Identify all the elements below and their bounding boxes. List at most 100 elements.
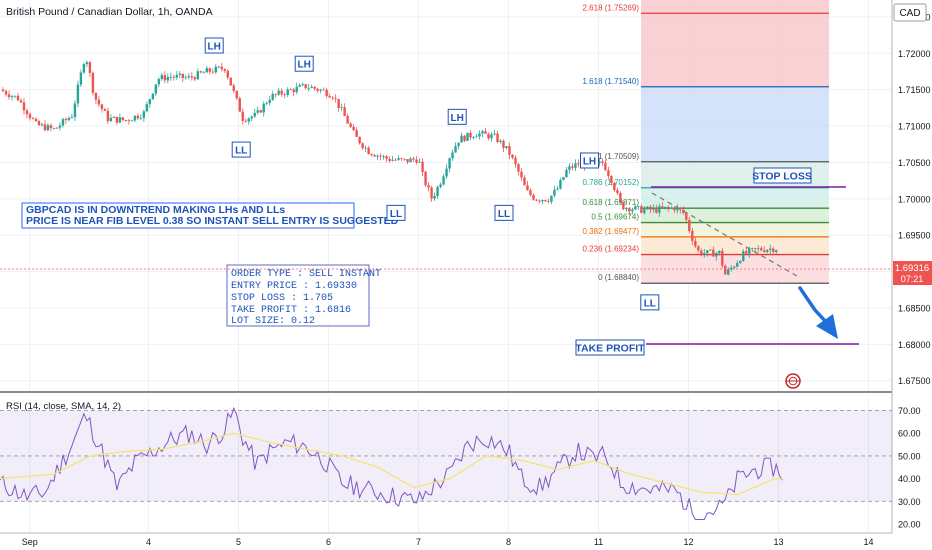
candle-body xyxy=(406,159,409,163)
currency-button[interactable]: CAD xyxy=(893,3,927,22)
stop-loss-label[interactable]: STOP LOSS xyxy=(752,167,812,184)
candle xyxy=(274,93,277,98)
candle xyxy=(46,123,50,132)
candle xyxy=(256,106,259,115)
candle-body xyxy=(766,249,769,252)
candle xyxy=(385,155,388,163)
price-tick-label: 1.67500 xyxy=(898,376,931,386)
candle-body xyxy=(565,169,568,178)
globe-icon[interactable] xyxy=(785,373,801,389)
rsi-tick-label: 60.00 xyxy=(898,429,921,439)
candle xyxy=(739,260,742,265)
swing-label-box xyxy=(447,108,467,125)
candle xyxy=(163,71,167,84)
candle xyxy=(481,129,484,138)
candle-body xyxy=(436,186,439,197)
swing-label-ll[interactable]: LL xyxy=(640,294,660,311)
candle xyxy=(253,108,256,119)
candle-body xyxy=(523,177,526,186)
candle xyxy=(199,70,202,74)
candle-body xyxy=(703,253,706,255)
candle xyxy=(109,114,113,123)
swing-label-box xyxy=(386,204,406,221)
candle-body xyxy=(196,71,200,80)
candle xyxy=(322,87,325,91)
candle-body xyxy=(532,194,535,200)
candle-body xyxy=(667,206,670,208)
time-tick-label: 7 xyxy=(416,537,421,547)
symbol-title: British Pound / Canadian Dollar, 1h, OAN… xyxy=(6,6,213,18)
time-tick-label: 5 xyxy=(236,537,241,547)
candle-body xyxy=(334,98,337,100)
candle xyxy=(631,207,634,215)
candle xyxy=(79,69,83,88)
candle xyxy=(457,142,460,150)
candle xyxy=(10,94,14,101)
swing-label-text: LH xyxy=(583,156,596,167)
take-profit-label[interactable]: TAKE PROFIT xyxy=(575,339,645,356)
swing-label-lh[interactable]: LH xyxy=(447,108,467,125)
candle xyxy=(673,206,676,214)
candle-body xyxy=(679,207,682,210)
candle xyxy=(172,74,176,81)
candle-body xyxy=(55,127,59,129)
candle xyxy=(310,84,313,89)
candle xyxy=(607,166,610,179)
candle-body xyxy=(490,134,493,139)
candle-body xyxy=(220,66,223,70)
candle xyxy=(265,101,268,106)
swing-label-lh[interactable]: LH xyxy=(204,37,224,54)
candle-body xyxy=(337,98,340,108)
candle-body xyxy=(262,103,265,113)
candle-body xyxy=(64,119,68,121)
candle xyxy=(316,87,319,94)
fib-level-label: 2.618 (1.75269) xyxy=(583,3,640,12)
rsi-pane: 70.00 60.00 50.00 40.00 30.00 20.00 xyxy=(0,406,921,530)
candle xyxy=(391,155,394,162)
order-box[interactable]: ORDER TYPE : SELL INSTANT ENTRY PRICE : … xyxy=(226,264,381,327)
price-tick-label: 1.72000 xyxy=(898,49,931,59)
candle xyxy=(343,103,346,117)
candle xyxy=(655,204,658,214)
candle-body xyxy=(148,99,152,105)
candle-body xyxy=(145,104,149,112)
candle xyxy=(319,88,322,94)
candle-body xyxy=(769,248,772,250)
candle xyxy=(769,244,772,255)
candle xyxy=(703,248,706,258)
candle-body xyxy=(103,109,107,111)
trend-note[interactable]: GBPCAD IS IN DOWNTREND MAKING LHs AND LL… xyxy=(21,202,399,229)
candle xyxy=(502,139,505,152)
candle-body xyxy=(61,119,65,126)
swing-label-text: LL xyxy=(644,298,656,309)
candle-body xyxy=(412,158,415,160)
candle xyxy=(535,199,538,202)
swing-label-lh[interactable]: LH xyxy=(294,55,314,72)
swing-label-lh[interactable]: LH xyxy=(580,152,599,169)
candle xyxy=(493,129,496,136)
candle-body xyxy=(40,124,44,126)
candle xyxy=(64,117,68,124)
candle-body xyxy=(349,123,352,127)
candle xyxy=(232,83,235,94)
annotations: GBPCAD IS IN DOWNTREND MAKING LHs AND LL… xyxy=(21,37,859,389)
candle xyxy=(334,94,337,103)
candle xyxy=(82,62,86,75)
candle xyxy=(340,103,343,112)
candle-body xyxy=(454,146,457,153)
swing-label-ll[interactable]: LL xyxy=(231,141,251,158)
swing-label-ll[interactable]: LL xyxy=(386,204,406,221)
candle-body xyxy=(610,176,613,184)
candle-body xyxy=(193,77,197,80)
candle-body xyxy=(373,155,376,157)
candle xyxy=(514,155,517,168)
candle xyxy=(43,120,47,132)
candle-body xyxy=(511,154,514,158)
swing-label-ll[interactable]: LL xyxy=(494,204,514,221)
take-profit-label-text: TAKE PROFIT xyxy=(575,343,645,355)
candle-body xyxy=(715,253,718,257)
candle-body xyxy=(307,87,310,89)
rsi-tick-label: 20.00 xyxy=(898,520,921,530)
lot-size: LOT SIZE: 0.12 xyxy=(231,316,315,327)
candle xyxy=(430,185,433,202)
